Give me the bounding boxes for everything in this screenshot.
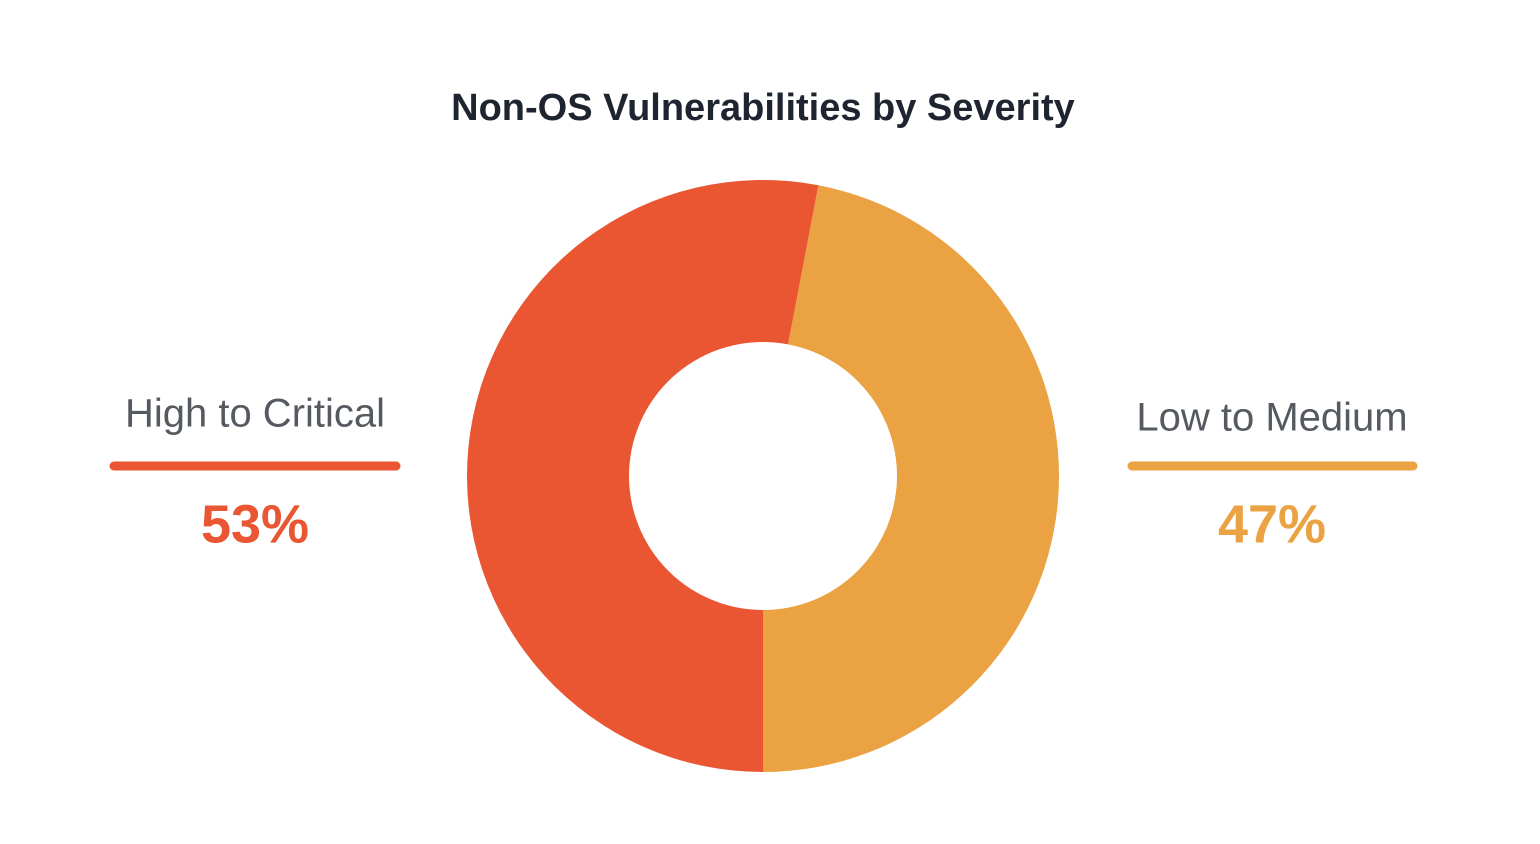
donut-slice bbox=[763, 185, 1060, 772]
legend-label: Low to Medium bbox=[1136, 396, 1407, 440]
donut-slice bbox=[467, 180, 819, 772]
value-label: 53% bbox=[201, 494, 309, 554]
chart-title: Non-OS Vulnerabilities by Severity bbox=[451, 87, 1075, 129]
value-label: 47% bbox=[1218, 494, 1326, 554]
legend-label: High to Critical bbox=[125, 392, 385, 436]
